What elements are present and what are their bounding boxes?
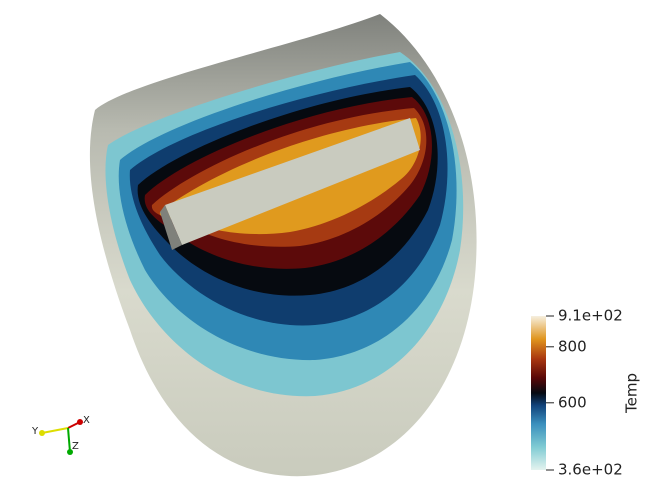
- axis-x-label: X: [83, 415, 90, 426]
- legend-tick-label: 600: [558, 393, 587, 411]
- temperature-contours: [89, 14, 477, 477]
- legend-tick-label: 3.6e+02: [558, 461, 623, 479]
- legend-title: Temp: [623, 373, 641, 414]
- color-legend: Temp 9.1e+02 800 600 3.6e+02: [531, 307, 641, 479]
- orientation-axes: X Y Z: [31, 415, 90, 455]
- legend-tick-label: 800: [558, 337, 587, 355]
- axis-z-label: Z: [72, 441, 79, 452]
- color-bar: [531, 316, 546, 470]
- legend-tick-label: 9.1e+02: [558, 307, 623, 325]
- axis-y-label: Y: [31, 426, 39, 437]
